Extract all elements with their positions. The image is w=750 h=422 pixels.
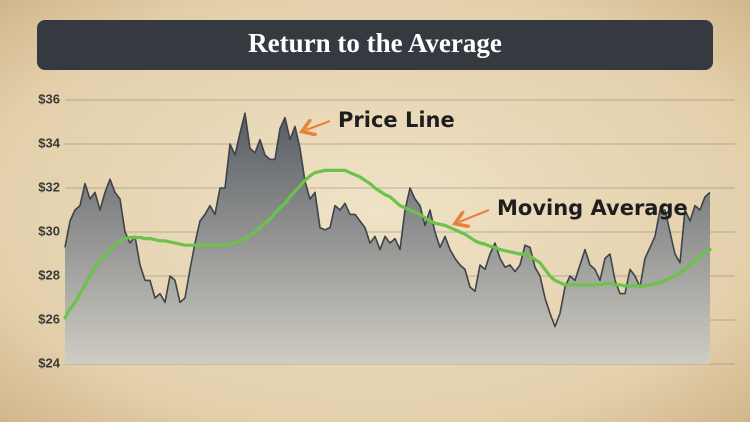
- price-area: [65, 113, 710, 364]
- legend-label: Moving Average: [497, 196, 688, 220]
- price-line: [64, 112, 711, 328]
- y-tick-label: $24: [38, 355, 60, 370]
- moving-average-line: [63, 168, 712, 320]
- y-tick-label: $26: [38, 311, 60, 326]
- annotation-arrow: [459, 208, 490, 222]
- legend-label: Price Line: [338, 108, 455, 132]
- y-tick-label: $32: [38, 179, 60, 194]
- labels: $24 $26 $28 $30 $32 $34 $36 Price Line Moving Av…: [38, 91, 687, 370]
- y-tick-label: $36: [38, 91, 60, 106]
- y-tick-label: $34: [38, 135, 60, 150]
- plot: [63, 112, 712, 364]
- title-bar: [37, 20, 713, 70]
- annotation-arrow: [306, 121, 331, 130]
- chart-title: Return to the Average: [248, 28, 502, 58]
- y-tick-label: $28: [38, 267, 60, 282]
- y-tick-label: $30: [38, 223, 60, 238]
